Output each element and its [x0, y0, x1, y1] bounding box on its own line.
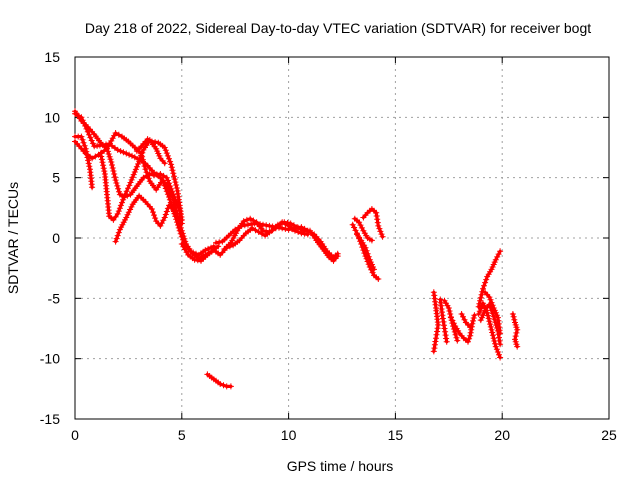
- plus-markers: [509, 311, 521, 350]
- series-track-22: [475, 300, 504, 361]
- plus-markers: [360, 206, 386, 240]
- y-tick-label: 0: [52, 230, 60, 246]
- axis-ticks: 0 5 10 15 20 25 15 10 5 0 -5 -10 -15: [40, 49, 617, 443]
- series-track-14: [360, 206, 386, 240]
- plus-markers: [133, 136, 185, 223]
- series-track-21: [475, 248, 504, 310]
- series-track-05: [97, 137, 168, 223]
- plus-markers: [354, 231, 377, 273]
- series-track-17: [437, 296, 450, 345]
- y-tick-label: -5: [48, 290, 61, 306]
- x-tick-label: 0: [71, 427, 79, 443]
- x-tick-label: 25: [601, 427, 617, 443]
- series-track-04: [72, 133, 96, 191]
- x-axis-label: GPS time / hours: [287, 458, 394, 474]
- plus-markers: [72, 133, 96, 191]
- plus-markers: [475, 248, 504, 310]
- y-tick-label: -10: [40, 351, 60, 367]
- y-tick-label: 15: [44, 49, 60, 65]
- plus-markers: [430, 289, 442, 355]
- plus-markers: [482, 289, 504, 337]
- plus-markers: [477, 301, 504, 348]
- series-track-07: [133, 136, 185, 223]
- plus-markers: [221, 215, 311, 252]
- series-track-24: [482, 289, 504, 337]
- y-tick-label: 5: [52, 170, 60, 186]
- grid-lines: [75, 57, 609, 419]
- series-track-15: [354, 231, 377, 273]
- plus-markers: [112, 192, 179, 245]
- series-track-25: [509, 311, 521, 350]
- plus-markers: [458, 311, 474, 331]
- y-tick-label: -15: [40, 411, 60, 427]
- series-track-11: [204, 371, 234, 390]
- x-tick-label: 15: [388, 427, 404, 443]
- x-tick-label: 10: [281, 427, 297, 443]
- chart-title: Day 218 of 2022, Sidereal Day-to-day VTE…: [85, 20, 591, 36]
- plus-markers: [72, 130, 217, 258]
- series-track-16: [430, 289, 442, 355]
- data-series: [72, 108, 521, 390]
- series-track-20: [458, 311, 474, 331]
- plus-markers: [351, 215, 375, 244]
- plus-markers: [97, 137, 168, 223]
- plus-markers: [437, 296, 450, 345]
- series-track-10: [221, 215, 311, 252]
- plus-markers: [475, 300, 504, 361]
- x-tick-label: 20: [494, 427, 510, 443]
- series-track-03: [72, 130, 217, 258]
- y-axis-label: SDTVAR / TECUs: [5, 182, 21, 294]
- series-track-13: [351, 215, 375, 244]
- series-track-06: [112, 192, 179, 245]
- y-tick-label: 10: [44, 109, 60, 125]
- series-track-19: [447, 312, 478, 345]
- plus-markers: [204, 371, 234, 390]
- plot-frame: [74, 56, 610, 420]
- x-tick-label: 5: [178, 427, 186, 443]
- plus-markers: [447, 312, 478, 345]
